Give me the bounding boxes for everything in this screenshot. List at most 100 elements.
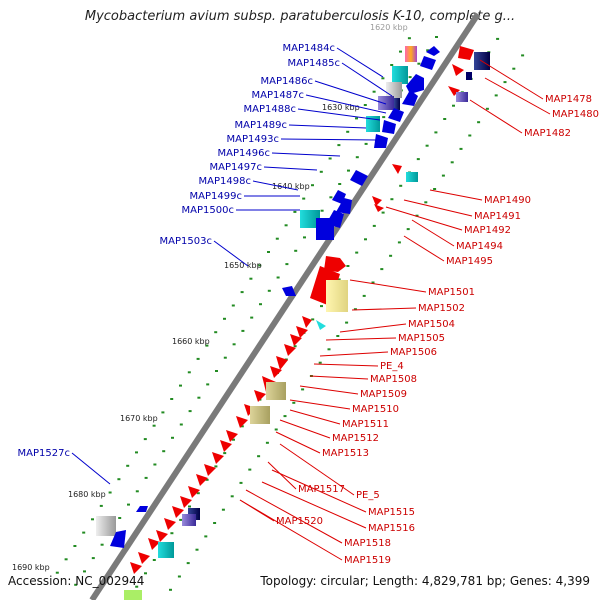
forward-gene-label: MAP1519: [344, 555, 391, 566]
tick-dot: [452, 104, 455, 107]
tick-dot: [390, 64, 394, 66]
tick-dot: [195, 548, 199, 551]
forward-gene-label: MAP1502: [418, 303, 465, 314]
tick-dot: [55, 571, 59, 574]
tick-dot: [303, 236, 306, 239]
tick-dot: [205, 478, 209, 481]
leader-line: [314, 80, 387, 105]
forward-gene-label: MAP1517: [298, 484, 345, 495]
leader-line: [299, 385, 359, 395]
feature-arrow-forward: [324, 256, 346, 272]
feature-block-cyan: [406, 172, 418, 182]
tick-dot: [240, 291, 244, 294]
tick-dot: [223, 356, 227, 359]
tick-dot: [170, 398, 174, 400]
feature-block-rainbow: [405, 46, 417, 62]
reverse-gene-label: MAP1486c: [261, 76, 313, 87]
kbp-marker: 1650 kbp: [224, 261, 262, 270]
tick-dot: [320, 209, 324, 212]
forward-gene-label: MAP1518: [344, 538, 391, 549]
tick-dot: [213, 522, 217, 524]
kbp-marker: 1640 kbp: [272, 182, 310, 191]
feature-arrow-reverse: [426, 46, 440, 56]
leader-line: [279, 419, 331, 439]
leader-line: [385, 206, 463, 231]
tick-dot: [177, 575, 181, 578]
tick-dot: [364, 238, 367, 241]
feature-arrow-forward: [212, 452, 224, 464]
tick-dot: [408, 76, 412, 79]
tick-dot: [250, 316, 254, 319]
leader-line: [275, 431, 321, 454]
tick-dot: [274, 428, 278, 431]
map-title: Mycobacterium avium subsp. paratuberculo…: [84, 9, 516, 24]
reverse-gene-label: MAP1503c: [160, 236, 212, 247]
tick-dot: [196, 357, 200, 360]
feature-block-grey: [96, 516, 116, 536]
leader-line: [319, 351, 389, 357]
feature-arrow-reverse: [402, 90, 418, 106]
tick-dot: [232, 343, 236, 346]
tick-dot: [521, 54, 525, 57]
feature-arrow-reverse: [282, 286, 296, 296]
feature-arrow-forward: [302, 316, 312, 328]
forward-gene-label: MAP1509: [360, 389, 407, 400]
feature-arrow-reverse: [350, 170, 368, 186]
feature-arrow-reverse: [336, 198, 352, 214]
tick-dot: [355, 156, 359, 159]
kbp-marker: 1660 kbp: [172, 337, 210, 346]
tick-dot: [64, 558, 68, 561]
tick-dot: [390, 198, 394, 201]
forward-gene-label: MAP1506: [390, 347, 437, 358]
leader-line: [479, 59, 544, 100]
tick-dot: [108, 491, 112, 494]
tick-dot: [328, 157, 332, 160]
tick-dot: [399, 50, 402, 53]
tick-dot: [329, 196, 333, 199]
tick-dot: [232, 438, 235, 441]
forward-gene-label: PE_4: [380, 361, 404, 372]
tick-dot: [512, 67, 516, 70]
forward-gene-label: MAP1515: [368, 507, 415, 518]
topology-label: Topology: circular; Length: 4,829,781 bp…: [260, 574, 590, 588]
tick-dot: [73, 545, 77, 547]
tick-dot: [320, 305, 323, 308]
tick-dot: [441, 174, 445, 177]
kbp-marker: 1620 kbp: [370, 23, 408, 32]
tick-dot: [485, 107, 489, 110]
feature-arrow-forward: [130, 562, 142, 574]
tick-dot: [143, 438, 147, 441]
leader-line: [411, 219, 455, 247]
leader-line: [339, 323, 407, 333]
tick-dot: [205, 344, 209, 347]
tick-dot: [215, 370, 218, 372]
feature-arrow-forward: [220, 440, 232, 452]
tick-dot: [362, 294, 366, 297]
tick-dot: [118, 517, 122, 519]
reverse-gene-label: MAP1500c: [182, 205, 234, 216]
tick-dot: [424, 201, 428, 204]
feature-arrow-reverse: [374, 134, 388, 148]
feature-block-cyan: [300, 210, 320, 228]
forward-gene-label: PE_5: [356, 490, 380, 501]
leader-line: [239, 499, 343, 561]
leader-line: [429, 189, 483, 201]
feature-arrow-forward: [270, 366, 282, 378]
tick-dot: [100, 543, 104, 546]
feature-block-khaki: [266, 382, 286, 400]
forward-gene-label: MAP1516: [368, 523, 415, 534]
tick-dot: [364, 142, 368, 145]
leader-line: [271, 469, 367, 513]
feature-block-cyan: [316, 320, 326, 330]
tick-dot: [417, 62, 421, 65]
tick-dot: [425, 144, 429, 147]
tick-dot: [416, 158, 420, 161]
tick-dot: [240, 425, 244, 428]
feature-arrow-reverse: [388, 108, 404, 122]
forward-gene-label: MAP1505: [398, 333, 445, 344]
tick-dot: [371, 281, 375, 284]
reverse-gene-label: MAP1484c: [283, 43, 335, 54]
tick-dot: [223, 452, 227, 455]
tick-dot: [265, 441, 269, 444]
